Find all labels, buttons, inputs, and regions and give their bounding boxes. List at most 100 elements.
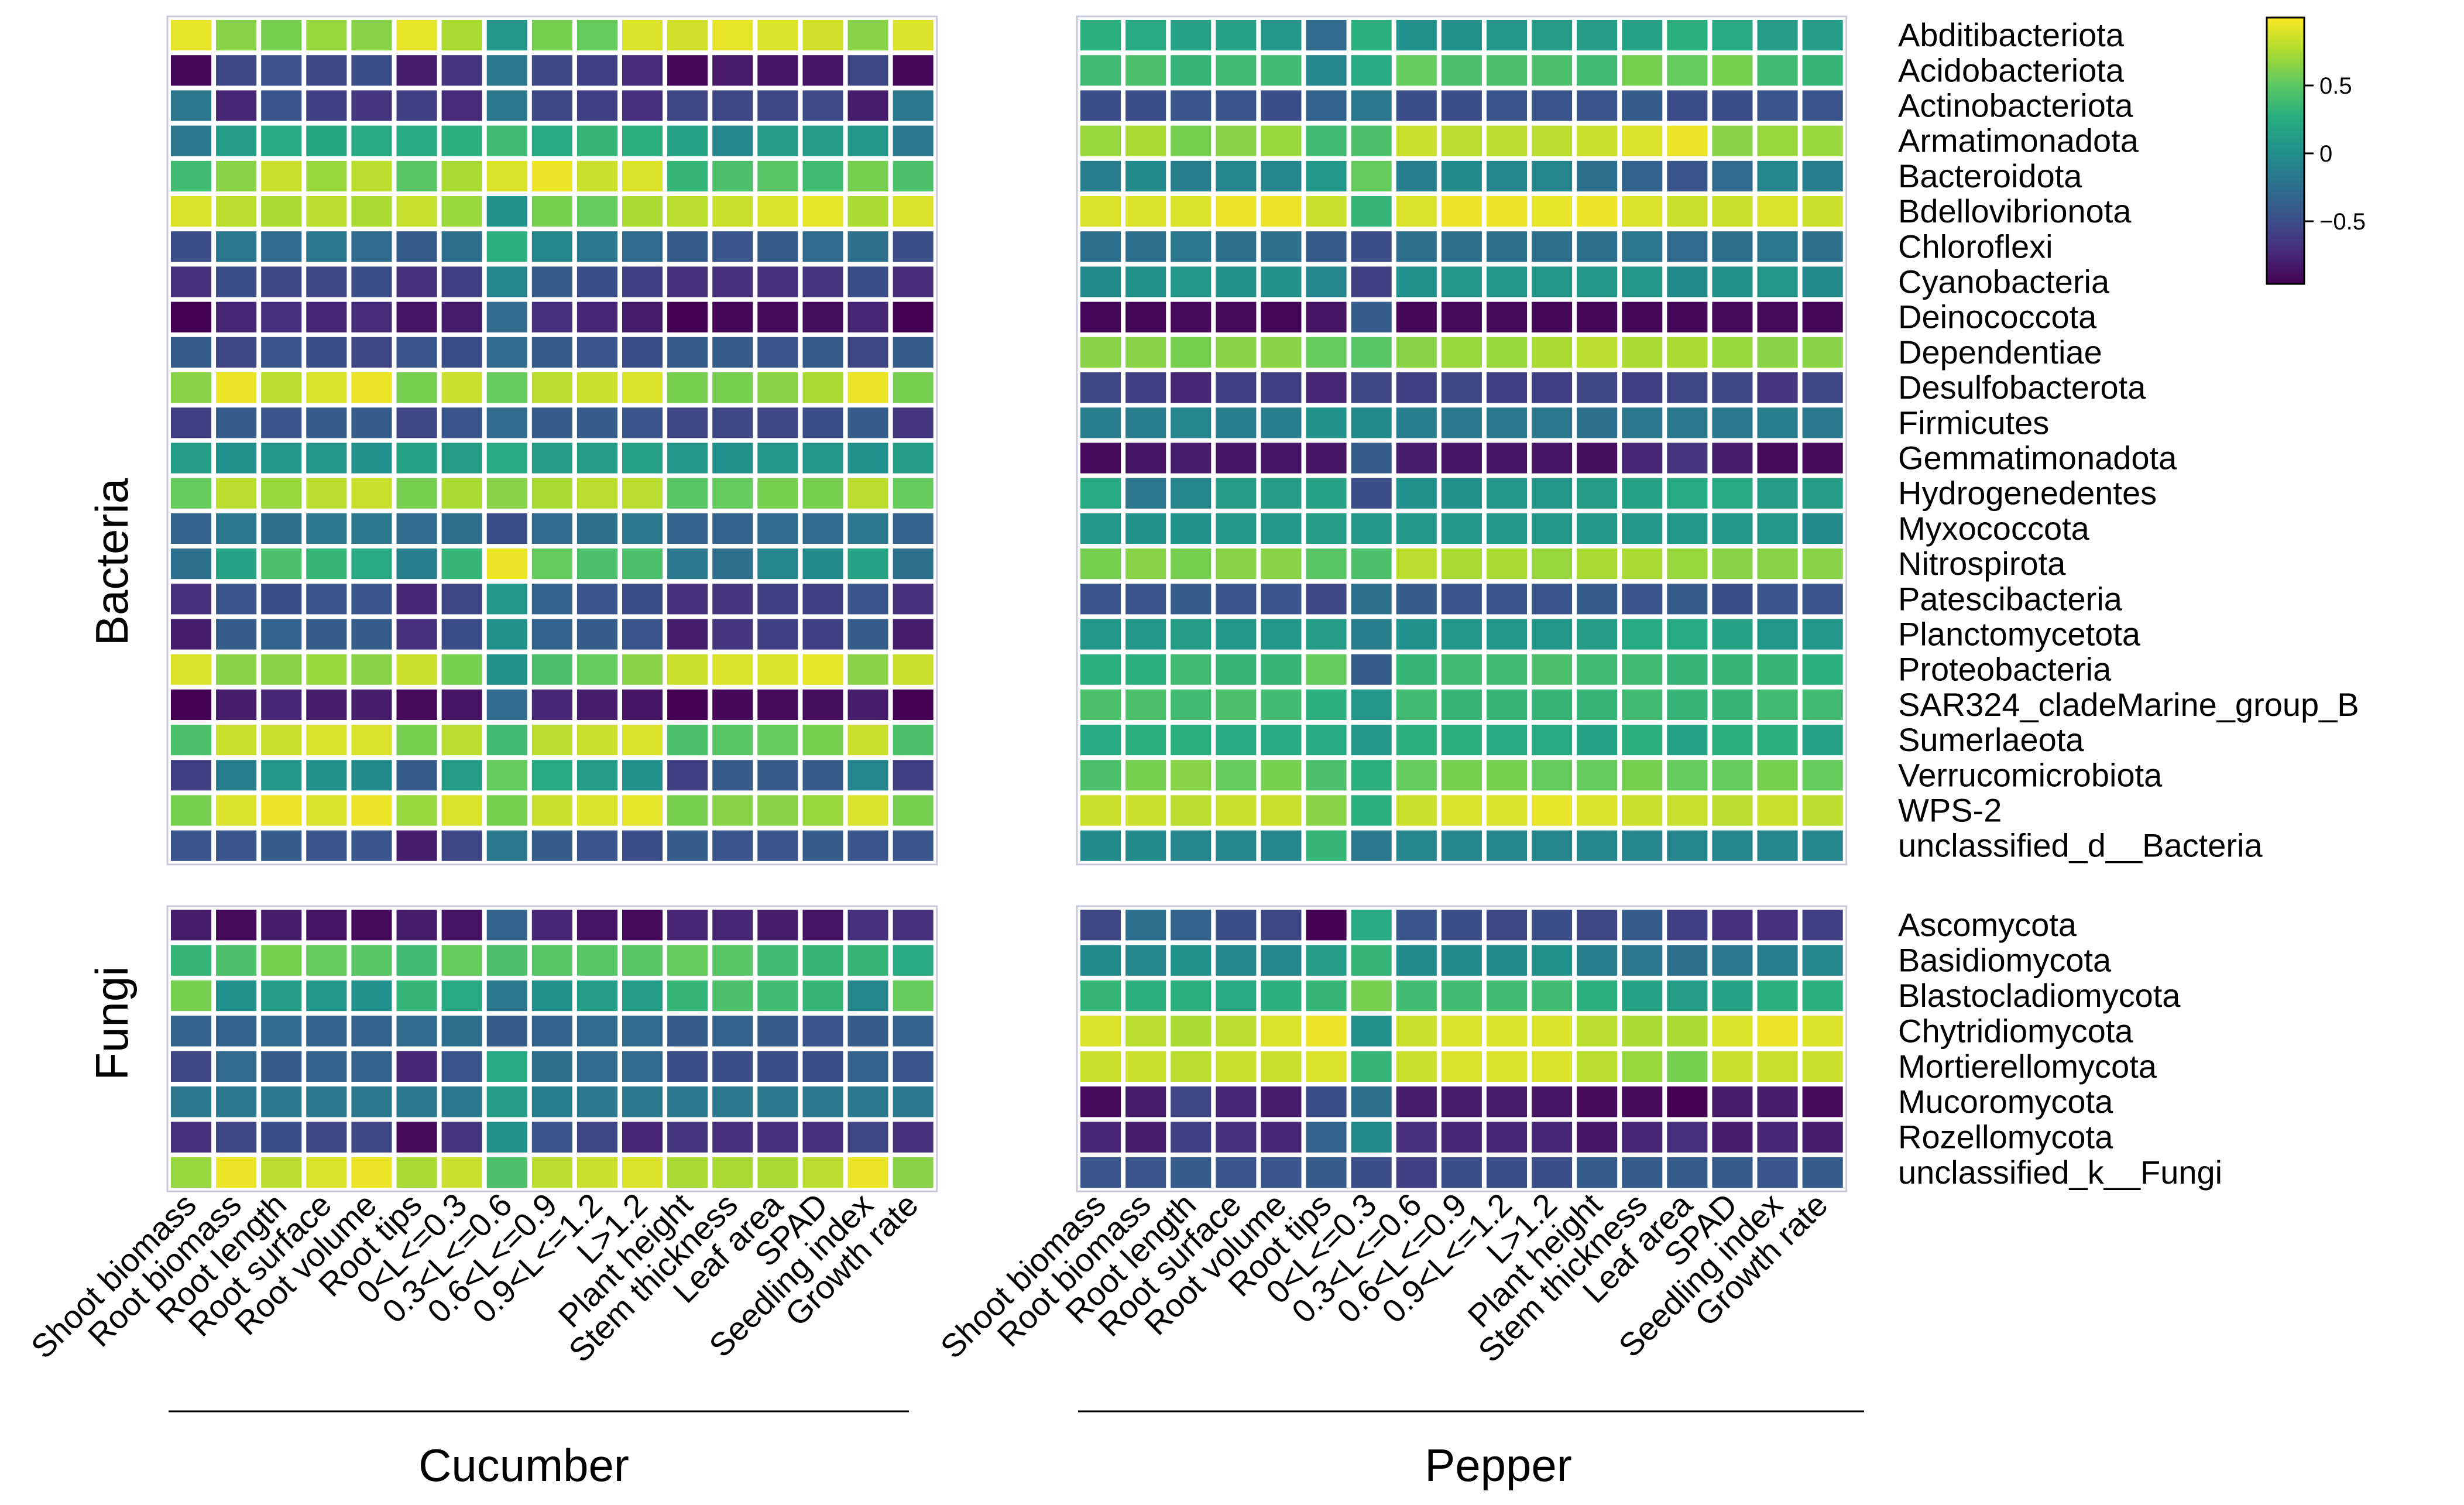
heatmap-cell: Pepper | Mortierellomycota | Growth rate… bbox=[1802, 1051, 1843, 1082]
heatmap-cell: Pepper | Bdellovibrionota | Root length:… bbox=[1171, 196, 1212, 227]
heatmap-cell: Pepper | Chloroflexi | Root volume: -0.2… bbox=[1261, 231, 1302, 262]
heatmap-cell: Pepper | unclassified_d__Bacteria | Leaf… bbox=[1667, 830, 1708, 861]
heatmap-cell: Cucumber | Desulfobacterota | SPAD: 0.7 bbox=[802, 372, 843, 403]
heatmap-cell: Pepper | Desulfobacterota | Root surface… bbox=[1216, 372, 1257, 403]
heatmap-cell: Cucumber | Planctomycetota | Plant heigh… bbox=[667, 619, 708, 650]
heatmap-cell: Cucumber | Bdellovibrionota | L>1.2: 0.7 bbox=[622, 196, 663, 227]
heatmap-cell: Cucumber | Chloroflexi | 0.9<L<=1.2: -0.… bbox=[576, 231, 617, 262]
row-label: Deinococcota bbox=[1898, 299, 2097, 335]
heatmap-cell: Pepper | Myxococcota | Root tips: 0.1 bbox=[1306, 513, 1347, 544]
heatmap-cell: Pepper | Actinobacteriota | Root volume:… bbox=[1261, 90, 1302, 121]
heatmap-cell: Cucumber | Patescibacteria | SPAD: -0.6 bbox=[802, 584, 843, 615]
heatmap-cell: Cucumber | Acidobacteriota | Root biomas… bbox=[216, 55, 257, 86]
heatmap-cell: Pepper | Proteobacteria | Root surface: … bbox=[1216, 654, 1257, 685]
heatmap-cell: Pepper | unclassified_k__Fungi | 0.3<L<=… bbox=[1396, 1157, 1437, 1188]
heatmap-cell: Pepper | Gemmatimonadota | Seedling inde… bbox=[1757, 443, 1798, 474]
heatmap-cell: Cucumber | Dependentiae | Root tips: -0.… bbox=[396, 337, 437, 368]
heatmap-cell: Cucumber | Sumerlaeota | Root volume: 0.… bbox=[351, 725, 392, 756]
heatmap-cell: Cucumber | Bacteroidota | Root surface: … bbox=[306, 160, 347, 191]
heatmap-cell: Pepper | Rozellomycota | Shoot biomass: … bbox=[1080, 1122, 1121, 1153]
row-label: Ascomycota bbox=[1898, 906, 2077, 943]
heatmap-cell: Pepper | Bdellovibrionota | Root tips: 0… bbox=[1306, 196, 1347, 227]
heatmap-cell: Cucumber | Mortierellomycota | SPAD: -0.… bbox=[802, 1051, 843, 1082]
heatmap-cell: Cucumber | Cyanobacteria | Plant height:… bbox=[667, 266, 708, 297]
colorbar-tick-label-minus-0.5: −0.5 bbox=[2319, 209, 2366, 235]
heatmap-cell: Cucumber | WPS-2 | 0<L<=0.3: 0.85 bbox=[441, 795, 482, 826]
heatmap-cell: Cucumber | Deinococcota | Root tips: -0.… bbox=[396, 301, 437, 332]
heatmap-cell: Cucumber | Nitrospirota | Root surface: … bbox=[306, 548, 347, 580]
heatmap-cell: Pepper | Basidiomycota | Root volume: -0… bbox=[1261, 945, 1302, 976]
heatmap-cell: Cucumber | unclassified_d__Bacteria | St… bbox=[712, 830, 753, 861]
heatmap-cell: Cucumber | Ascomycota | Leaf area: -0.8 bbox=[757, 910, 798, 941]
heatmap-cell: Pepper | Ascomycota | Seedling index: -0… bbox=[1757, 910, 1798, 941]
heatmap-cell: Cucumber | Hydrogenedentes | Stem thickn… bbox=[712, 478, 753, 509]
heatmap-cell: Pepper | Nitrospirota | 0.3<L<=0.6: 0.75 bbox=[1396, 548, 1437, 580]
heatmap-cell: Pepper | Nitrospirota | Seedling index: … bbox=[1757, 548, 1798, 580]
heatmap-cell: Pepper | SAR324_cladeMarine_group_B | Le… bbox=[1667, 689, 1708, 720]
heatmap-cell: Cucumber | Ascomycota | Root surface: -0… bbox=[306, 910, 347, 941]
heatmap-cell: Pepper | Dependentiae | Root length: 0.5… bbox=[1171, 337, 1212, 368]
heatmap-cell: Cucumber | Proteobacteria | Growth rate:… bbox=[893, 654, 934, 685]
heatmap-cell: Pepper | Chloroflexi | Stem thickness: -… bbox=[1622, 231, 1663, 262]
heatmap-cell: Pepper | unclassified_k__Fungi | 0.6<L<=… bbox=[1441, 1157, 1482, 1188]
heatmap-cell: Pepper | Actinobacteriota | SPAD: -0.5 bbox=[1712, 90, 1753, 121]
heatmap-cell: Pepper | SAR324_cladeMarine_group_B | Pl… bbox=[1577, 689, 1618, 720]
heatmap-cell: Cucumber | Patescibacteria | Root length… bbox=[261, 584, 302, 615]
heatmap-cell: Cucumber | Desulfobacterota | Shoot biom… bbox=[171, 372, 212, 403]
heatmap-cell: Pepper | Gemmatimonadota | SPAD: -0.8 bbox=[1712, 443, 1753, 474]
heatmap-cell: Cucumber | Cyanobacteria | Leaf area: -0… bbox=[757, 266, 798, 297]
heatmap-cell: Pepper | Desulfobacterota | L>1.2: -0.6 bbox=[1532, 372, 1573, 403]
heatmap-cell: Pepper | Acidobacteriota | Stem thicknes… bbox=[1622, 55, 1663, 86]
heatmap-cell: Cucumber | Armatimonadota | Root biomass… bbox=[216, 125, 257, 156]
heatmap-cell: Cucumber | Acidobacteriota | 0.3<L<=0.6:… bbox=[486, 55, 527, 86]
heatmap-cell: Pepper | Blastocladiomycota | L>1.2: 0.3… bbox=[1532, 980, 1573, 1012]
heatmap-cell: Pepper | Patescibacteria | Plant height:… bbox=[1577, 584, 1618, 615]
heatmap-cell: Cucumber | Rozellomycota | Leaf area: -0… bbox=[757, 1122, 798, 1153]
heatmap-cell: Pepper | Deinococcota | Leaf area: -0.92 bbox=[1667, 301, 1708, 332]
heatmap-cell: Pepper | Deinococcota | 0.3<L<=0.6: -0.9… bbox=[1396, 301, 1437, 332]
heatmap-cell: Pepper | WPS-2 | Root volume: 0.8 bbox=[1261, 795, 1302, 826]
heatmap-cell: Pepper | Bdellovibrionota | Shoot biomas… bbox=[1080, 196, 1121, 227]
heatmap-cell: Cucumber | unclassified_d__Bacteria | Ro… bbox=[306, 830, 347, 861]
row-label: Planctomycetota bbox=[1898, 616, 2141, 653]
heatmap-cell: Pepper | Mucoromycota | Root biomass: -0… bbox=[1125, 1086, 1166, 1117]
heatmap-cell: Cucumber | Chloroflexi | Root biomass: -… bbox=[216, 231, 257, 262]
heatmap-cell: Pepper | Deinococcota | Root length: -0.… bbox=[1171, 301, 1212, 332]
row-label: unclassified_k__Fungi bbox=[1898, 1154, 2222, 1191]
heatmap-cell: Cucumber | Patescibacteria | Root surfac… bbox=[306, 584, 347, 615]
heatmap-cell: Pepper | Bdellovibrionota | 0.3<L<=0.6: … bbox=[1396, 196, 1437, 227]
heatmap-cell: Cucumber | Mucoromycota | Seedling index… bbox=[847, 1086, 888, 1117]
heatmap-cell: Cucumber | Bacteroidota | 0.3<L<=0.6: 0.… bbox=[486, 160, 527, 191]
heatmap-cell: Cucumber | Ascomycota | Root tips: -0.8 bbox=[396, 910, 437, 941]
heatmap-cell: Pepper | Blastocladiomycota | Stem thick… bbox=[1622, 980, 1663, 1012]
heatmap-cell: Cucumber | Cyanobacteria | Growth rate: … bbox=[893, 266, 934, 297]
heatmap-cell: Pepper | Basidiomycota | 0.3<L<=0.6: -0.… bbox=[1396, 945, 1437, 976]
heatmap-cell: Pepper | Firmicutes | 0.6<L<=0.9: -0.2 bbox=[1441, 407, 1482, 438]
heatmap-cell: Cucumber | Rozellomycota | Root tips: -0… bbox=[396, 1122, 437, 1153]
heatmap-cell: Pepper | Desulfobacterota | Root tips: -… bbox=[1306, 372, 1347, 403]
heatmap-cell: Cucumber | Sumerlaeota | SPAD: 0.55 bbox=[802, 725, 843, 756]
heatmap-cell: Pepper | Mortierellomycota | 0<L<=0.3: 0… bbox=[1351, 1051, 1392, 1082]
heatmap-cell: Cucumber | unclassified_d__Bacteria | 0.… bbox=[576, 830, 617, 861]
heatmap-cell: Cucumber | Armatimonadota | Shoot biomas… bbox=[171, 125, 212, 156]
heatmap-cell: Cucumber | Patescibacteria | 0.9<L<=1.2:… bbox=[576, 584, 617, 615]
heatmap-cell: Cucumber | Patescibacteria | 0<L<=0.3: -… bbox=[441, 584, 482, 615]
heatmap-cell: Pepper | Bdellovibrionota | Root volume:… bbox=[1261, 196, 1302, 227]
heatmap-cell: Pepper | Chytridiomycota | Plant height:… bbox=[1577, 1016, 1618, 1047]
heatmap-cell: Pepper | unclassified_k__Fungi | Root bi… bbox=[1125, 1157, 1166, 1188]
heatmap-cell: Pepper | Rozellomycota | Leaf area: -0.7 bbox=[1667, 1122, 1708, 1153]
heatmap-cell: Pepper | Myxococcota | Root volume: 0.05 bbox=[1261, 513, 1302, 544]
heatmap-cell: Pepper | Actinobacteriota | Shoot biomas… bbox=[1080, 90, 1121, 121]
heatmap-cell: Cucumber | Basidiomycota | Root tips: 0.… bbox=[396, 945, 437, 976]
heatmap-cell: Pepper | Mortierellomycota | Stem thickn… bbox=[1622, 1051, 1663, 1082]
heatmap-cell: Pepper | Deinococcota | Shoot biomass: -… bbox=[1080, 301, 1121, 332]
heatmap-cell: Pepper | Planctomycetota | Seedling inde… bbox=[1757, 619, 1798, 650]
heatmap-cell: Cucumber | Bdellovibrionota | Growth rat… bbox=[893, 196, 934, 227]
heatmap-cell: Pepper | Sumerlaeota | 0.3<L<=0.6: 0.25 bbox=[1396, 725, 1437, 756]
heatmap-cell: Cucumber | Dependentiae | 0.6<L<=0.9: -0… bbox=[531, 337, 572, 368]
heatmap-cell: Cucumber | Actinobacteriota | 0.6<L<=0.9… bbox=[531, 90, 572, 121]
heatmap-cell: Pepper | Hydrogenedentes | Seedling inde… bbox=[1757, 478, 1798, 509]
heatmap-cell: Cucumber | Hydrogenedentes | 0.6<L<=0.9:… bbox=[531, 478, 572, 509]
row-label: Patescibacteria bbox=[1898, 580, 2123, 617]
